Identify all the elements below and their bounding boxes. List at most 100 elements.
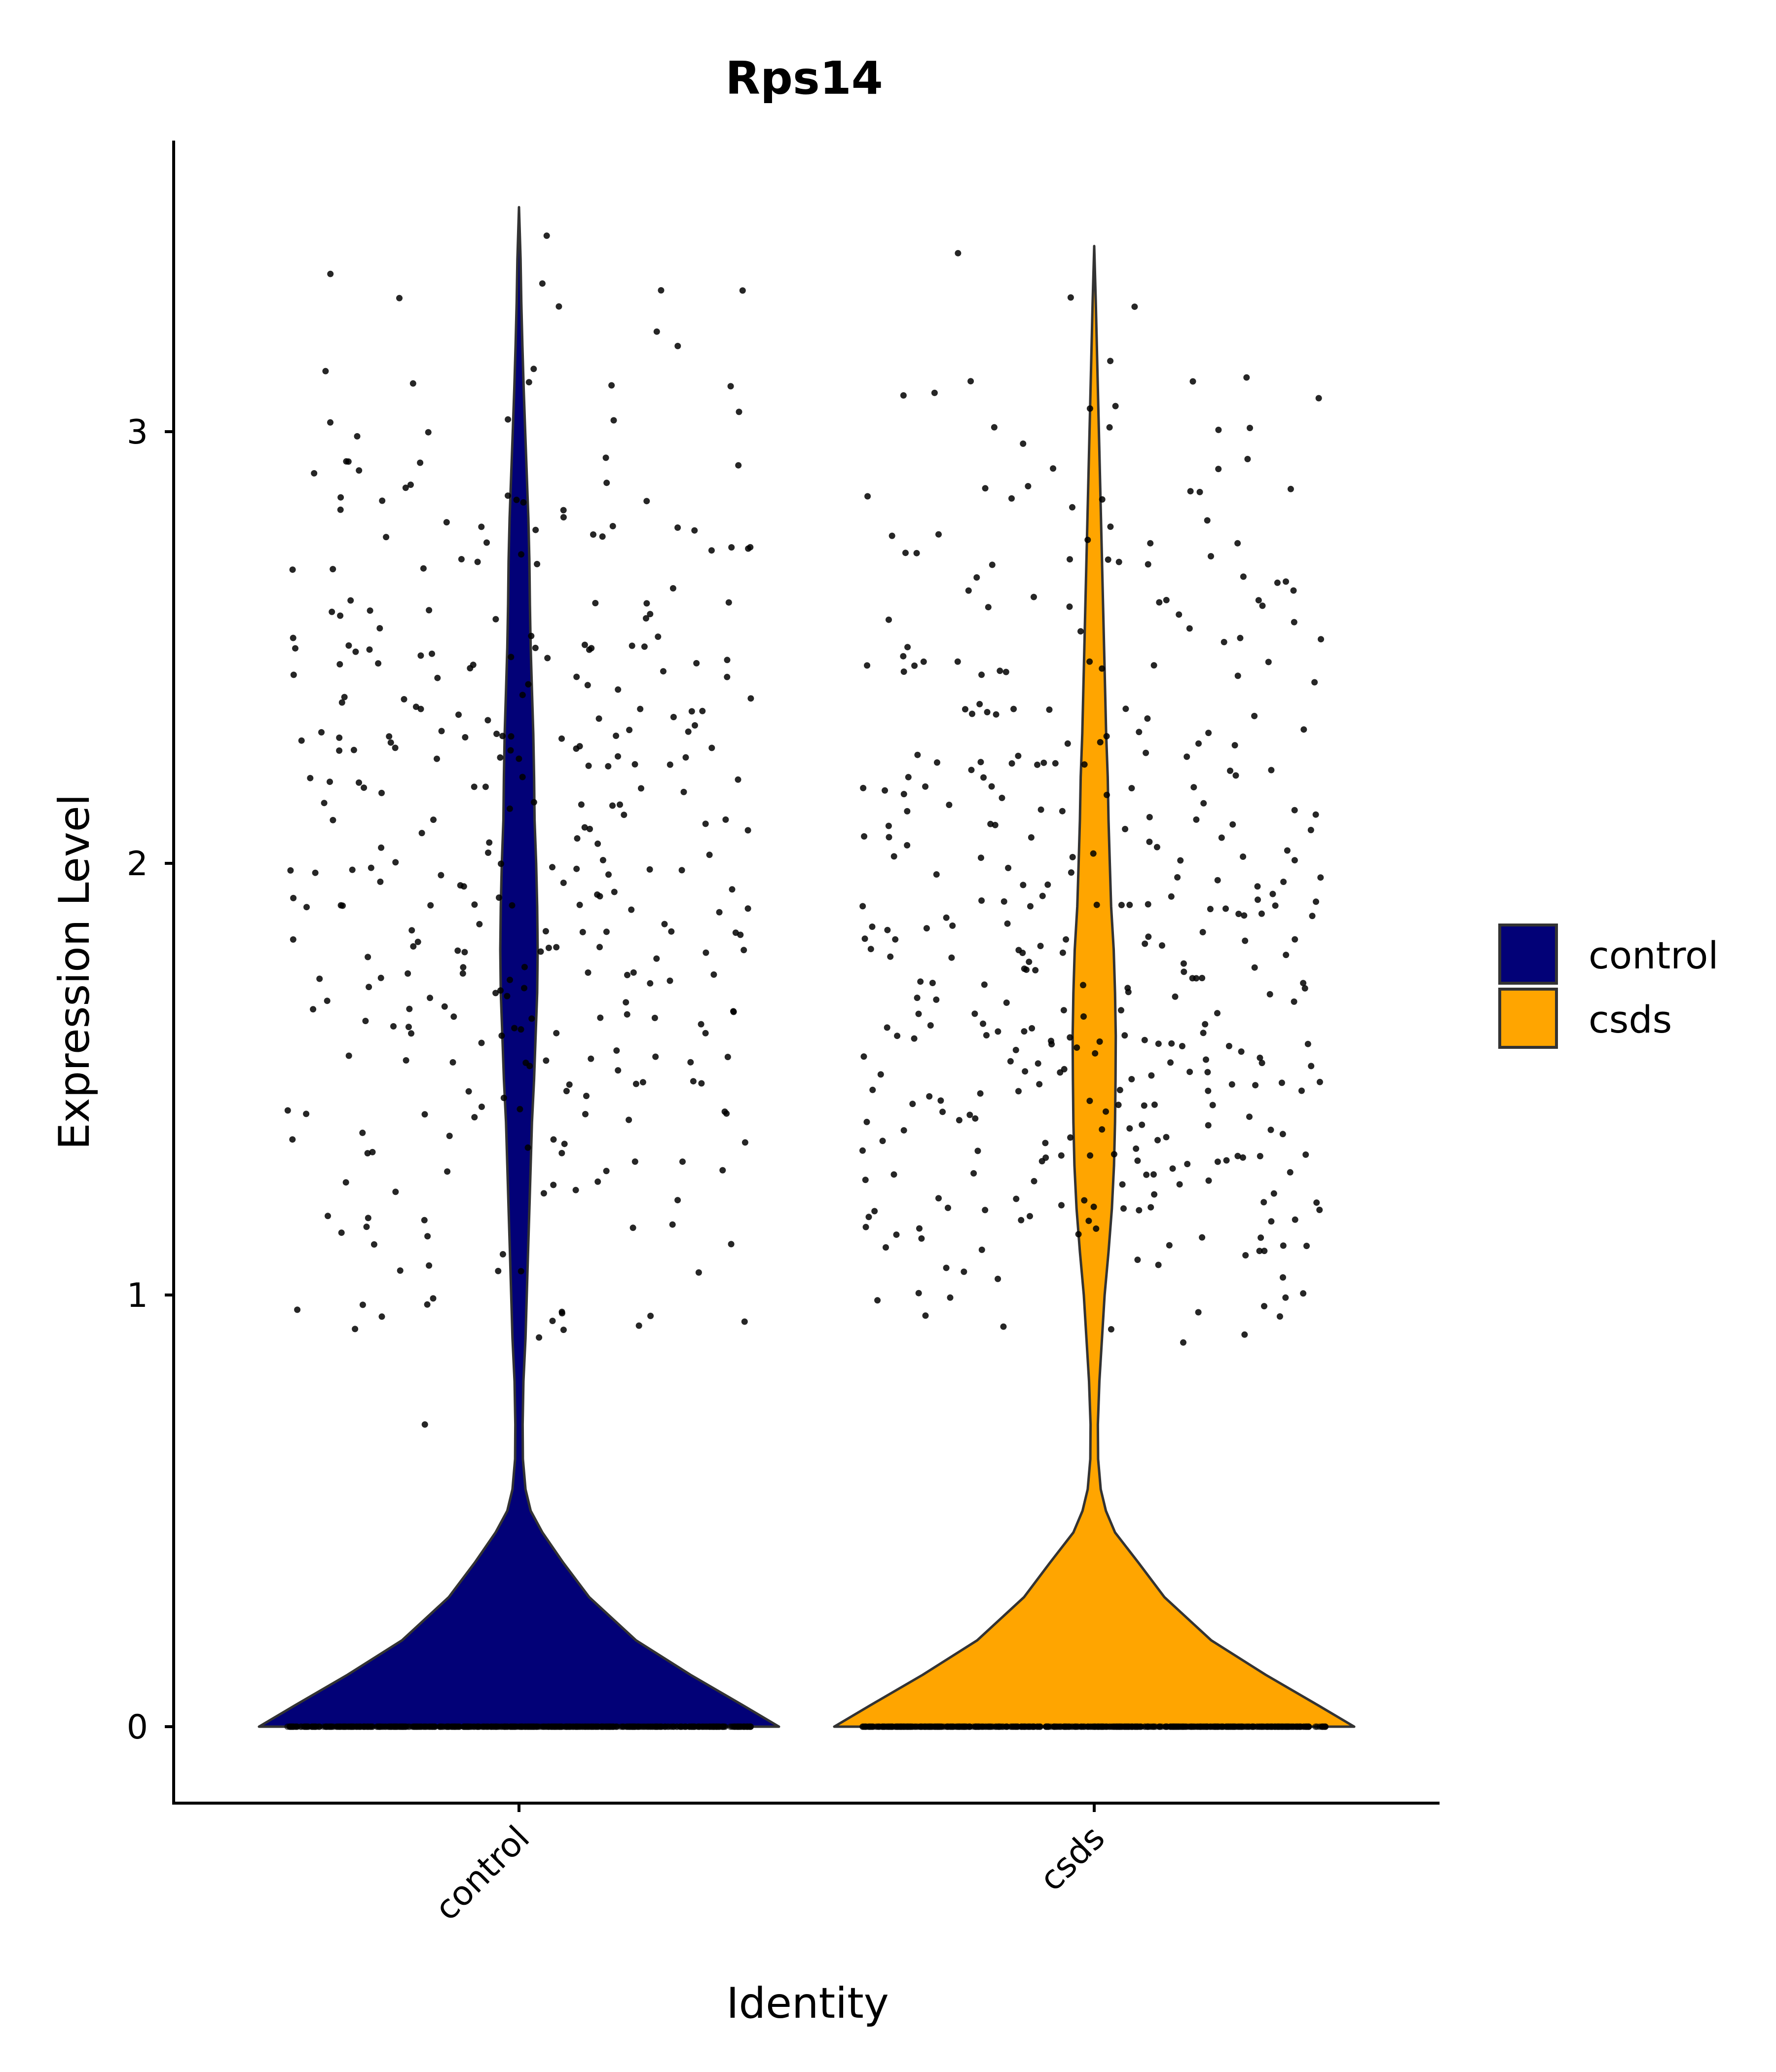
data-point: [560, 507, 567, 514]
data-point: [1066, 603, 1073, 610]
data-point: [1280, 879, 1287, 885]
data-point: [1004, 920, 1011, 927]
data-point: [540, 1190, 547, 1197]
data-point-zero: [382, 1723, 389, 1730]
data-point-zero: [450, 1723, 457, 1730]
data-point: [1119, 1181, 1126, 1188]
data-point: [660, 668, 666, 675]
data-point: [617, 801, 623, 808]
data-point: [970, 1170, 977, 1177]
data-point: [573, 673, 580, 680]
data-point: [1032, 967, 1039, 974]
data-point: [459, 970, 466, 977]
data-point: [1010, 705, 1017, 712]
data-point: [561, 1141, 568, 1147]
data-point: [653, 955, 660, 962]
violin-control: [258, 206, 780, 1728]
data-point: [421, 1217, 428, 1223]
data-point: [1067, 1134, 1074, 1141]
data-point: [1196, 488, 1203, 495]
data-point: [722, 816, 729, 823]
data-point: [492, 616, 499, 623]
data-point: [685, 728, 692, 735]
data-point: [966, 1111, 973, 1118]
data-point: [414, 938, 421, 945]
plot-area: [258, 206, 1356, 1730]
data-point-zero: [659, 1723, 666, 1730]
data-point: [1247, 425, 1253, 431]
data-point: [449, 1059, 456, 1066]
data-point: [904, 808, 911, 814]
data-point: [732, 929, 739, 936]
data-point-zero: [347, 1723, 354, 1730]
data-point: [624, 971, 630, 978]
data-point: [1104, 791, 1110, 798]
data-point: [874, 1297, 881, 1304]
data-point: [1155, 1261, 1162, 1268]
data-point-zero: [540, 1723, 547, 1730]
data-point: [1258, 910, 1265, 917]
data-point: [1257, 1153, 1263, 1159]
data-point: [1251, 712, 1258, 719]
data-point: [1035, 1060, 1041, 1067]
data-point: [613, 1047, 620, 1054]
data-point: [409, 380, 416, 387]
data-point: [698, 1021, 704, 1028]
data-point: [1069, 504, 1075, 511]
data-point: [1122, 826, 1129, 832]
data-point: [1291, 619, 1297, 626]
x-tick-label-csds: csds: [1032, 1818, 1112, 1899]
data-point: [1093, 1225, 1100, 1232]
data-point: [555, 303, 562, 310]
data-point: [1300, 1290, 1307, 1297]
data-point-zero: [909, 1723, 916, 1730]
data-point: [497, 754, 504, 761]
data-point: [341, 694, 348, 701]
data-point: [1231, 742, 1238, 749]
data-point: [365, 1215, 371, 1221]
data-point: [584, 682, 591, 689]
data-point: [884, 1024, 890, 1031]
data-point: [1251, 964, 1258, 971]
data-point: [982, 1207, 989, 1214]
data-point: [1303, 1243, 1310, 1249]
data-point-zero: [323, 1723, 330, 1730]
data-point: [739, 287, 746, 294]
data-point: [914, 751, 921, 758]
data-point: [893, 1231, 900, 1238]
data-point: [1307, 827, 1314, 833]
data-point: [1167, 1059, 1174, 1066]
data-point: [336, 734, 343, 741]
data-point: [289, 566, 296, 573]
data-point: [1200, 1030, 1207, 1036]
data-point: [349, 866, 356, 873]
data-point: [1029, 1025, 1036, 1032]
data-point: [729, 886, 736, 893]
data-point-zero: [944, 1723, 951, 1730]
data-point: [1169, 1165, 1176, 1172]
data-point: [573, 865, 580, 872]
data-point: [543, 1057, 550, 1064]
data-point: [626, 1116, 632, 1123]
data-point: [324, 998, 331, 1004]
data-point: [915, 1010, 922, 1017]
y-tick-label: 1: [127, 1276, 148, 1315]
data-point: [1057, 1069, 1064, 1076]
data-point: [624, 1011, 630, 1018]
data-point: [724, 657, 731, 664]
data-point: [1060, 1007, 1067, 1014]
data-point: [1254, 883, 1261, 890]
data-point: [867, 946, 874, 953]
data-point: [511, 1025, 518, 1032]
data-point: [1155, 1040, 1162, 1047]
data-point: [1141, 1036, 1148, 1043]
data-point: [943, 914, 950, 921]
data-point: [290, 671, 297, 678]
data-point: [377, 974, 384, 981]
data-point: [483, 539, 490, 546]
data-point: [904, 644, 911, 651]
data-point: [347, 597, 354, 604]
data-point: [337, 612, 344, 619]
data-point: [935, 531, 942, 538]
data-point: [1318, 636, 1324, 643]
